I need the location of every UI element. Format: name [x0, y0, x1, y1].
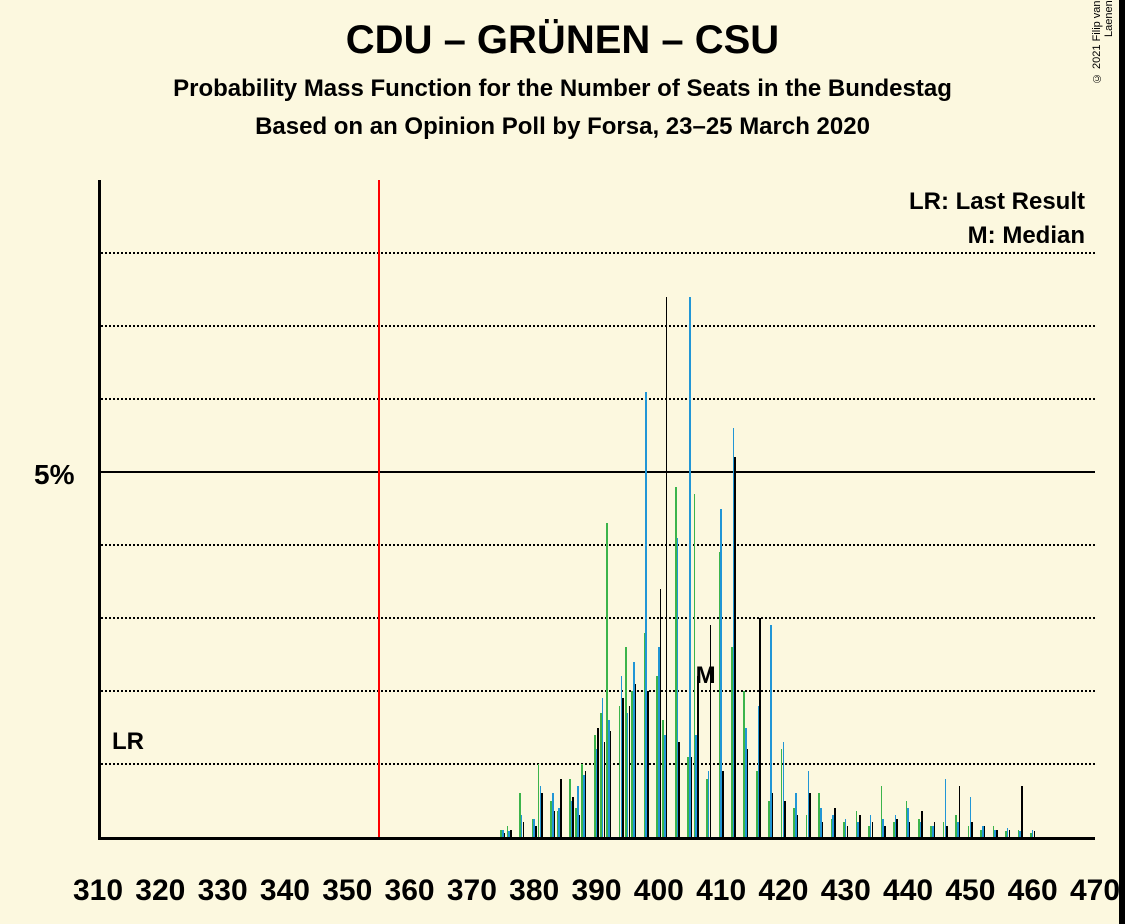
- x-axis-tick-label: 380: [509, 874, 559, 908]
- bar: [585, 771, 587, 837]
- bar: [604, 742, 606, 837]
- bar: [572, 797, 574, 837]
- chart-subtitle-1: Probability Mass Function for the Number…: [0, 75, 1125, 103]
- bar: [847, 826, 849, 837]
- x-axis-tick-label: 320: [135, 874, 185, 908]
- bar: [859, 815, 861, 837]
- x-axis-tick-label: 430: [821, 874, 871, 908]
- bar: [597, 728, 599, 838]
- chart-container: LR: Last Result M: Median LRM 3103203303…: [30, 180, 1095, 870]
- bar: [610, 731, 612, 837]
- bar: [579, 815, 581, 837]
- x-axis-tick-label: 330: [198, 874, 248, 908]
- bar: [809, 793, 811, 837]
- bar: [984, 826, 986, 837]
- bar: [772, 793, 774, 837]
- bar: [921, 811, 923, 837]
- title-block: CDU – GRÜNEN – CSU Probability Mass Func…: [0, 0, 1125, 141]
- x-axis-labels: 3103203303403503603703803904004104204304…: [98, 874, 1095, 914]
- bar: [510, 830, 512, 837]
- bar: [822, 822, 824, 837]
- bar: [959, 786, 961, 837]
- x-axis-tick-label: 340: [260, 874, 310, 908]
- bar: [722, 771, 724, 837]
- bar: [622, 698, 624, 837]
- x-axis-tick-label: 370: [447, 874, 497, 908]
- bar: [541, 793, 543, 837]
- bar: [834, 808, 836, 837]
- y-axis-label-5pct: 5%: [34, 459, 74, 491]
- bar: [934, 822, 936, 837]
- x-axis-tick-label: 450: [945, 874, 995, 908]
- bar: [747, 749, 749, 837]
- bar: [647, 691, 649, 837]
- bar: [971, 822, 973, 837]
- bar: [896, 819, 898, 837]
- annot-m: M: [696, 662, 716, 690]
- x-axis-tick-label: 400: [634, 874, 684, 908]
- bar: [523, 822, 525, 837]
- bar: [996, 830, 998, 837]
- copyright-text: © 2021 Filip van Laenen: [1091, 0, 1115, 120]
- plot-area: LR: Last Result M: Median LRM: [98, 180, 1095, 840]
- x-axis-tick-label: 460: [1008, 874, 1058, 908]
- x-axis-tick-label: 310: [73, 874, 123, 908]
- bar: [660, 589, 662, 837]
- bar: [697, 676, 699, 837]
- bar: [535, 826, 537, 837]
- bars-layer: [98, 180, 1095, 837]
- x-axis-tick-label: 470: [1070, 874, 1120, 908]
- bar: [1009, 830, 1011, 837]
- x-axis-tick-label: 350: [322, 874, 372, 908]
- bar: [710, 625, 712, 837]
- bar: [946, 826, 948, 837]
- annot-lr: LR: [112, 728, 144, 756]
- bar: [759, 618, 761, 837]
- bar: [872, 822, 874, 837]
- page-border-right: [1119, 0, 1125, 924]
- bar: [666, 297, 668, 837]
- bar: [554, 811, 556, 837]
- x-axis-tick-label: 360: [385, 874, 435, 908]
- chart-subtitle-2: Based on an Opinion Poll by Forsa, 23–25…: [0, 113, 1125, 141]
- bar: [629, 706, 631, 837]
- bar: [1021, 786, 1023, 837]
- bar: [797, 815, 799, 837]
- bar: [884, 826, 886, 837]
- x-axis-tick-label: 410: [696, 874, 746, 908]
- chart-title: CDU – GRÜNEN – CSU: [0, 18, 1125, 63]
- x-axis-tick-label: 440: [883, 874, 933, 908]
- bar: [909, 822, 911, 837]
- x-axis-tick-label: 390: [571, 874, 621, 908]
- x-axis-tick-label: 420: [758, 874, 808, 908]
- bar: [784, 801, 786, 838]
- y-axis: [98, 180, 101, 840]
- bar: [734, 457, 736, 837]
- bar: [691, 757, 693, 837]
- bar: [560, 779, 562, 837]
- bar: [678, 742, 680, 837]
- x-axis: [98, 837, 1095, 840]
- bar: [635, 684, 637, 837]
